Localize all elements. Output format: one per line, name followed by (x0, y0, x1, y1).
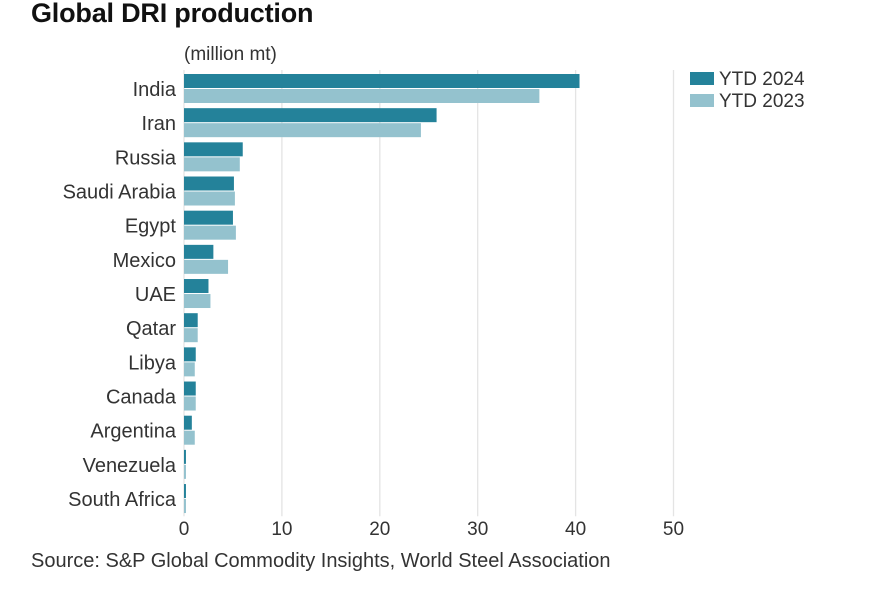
category-label: India (133, 79, 177, 101)
legend-label: YTD 2024 (719, 69, 805, 90)
category-label: South Africa (68, 489, 177, 511)
bar-ytd-2023 (184, 157, 240, 172)
category-label: Argentina (90, 421, 176, 443)
bar-ytd-2023 (184, 396, 196, 411)
x-tick-label: 0 (179, 519, 190, 540)
x-tick-label: 50 (663, 519, 684, 540)
bar-ytd-2023 (184, 464, 186, 479)
category-label: Qatar (126, 318, 176, 340)
bar-ytd-2024 (184, 484, 186, 499)
category-label: Russia (115, 147, 177, 169)
bar-ytd-2023 (184, 294, 211, 309)
bar-ytd-2023 (184, 362, 195, 377)
bar-ytd-2023 (184, 499, 186, 514)
legend-label: YTD 2023 (719, 91, 805, 112)
legend-swatch (690, 94, 714, 107)
bar-ytd-2024 (184, 108, 437, 123)
category-label: Saudi Arabia (63, 182, 177, 204)
bar-ytd-2023 (184, 259, 229, 274)
bar-ytd-2023 (184, 191, 235, 206)
unit-label: (million mt) (184, 44, 277, 65)
source-note: Source: S&P Global Commodity Insights, W… (31, 550, 611, 572)
category-label: Canada (106, 387, 177, 409)
category-label: Libya (128, 352, 177, 374)
x-tick-label: 40 (565, 519, 586, 540)
bars (184, 74, 580, 514)
bar-ytd-2023 (184, 430, 195, 445)
bar-ytd-2024 (184, 415, 192, 430)
x-tick-label: 30 (467, 519, 488, 540)
category-labels: India Iran Russia Saudi Arabia Egypt Mexico UA… (63, 79, 177, 511)
bar-ytd-2024 (184, 381, 196, 396)
legend-swatch (690, 72, 714, 85)
category-label: Mexico (113, 250, 176, 272)
x-tick-label: 20 (369, 519, 390, 540)
bar-ytd-2024 (184, 176, 234, 191)
bar-ytd-2024 (184, 142, 243, 157)
bar-ytd-2023 (184, 328, 198, 343)
bar-ytd-2024 (184, 210, 233, 225)
category-label: Venezuela (83, 455, 177, 477)
bar-ytd-2024 (184, 449, 186, 464)
bar-ytd-2024 (184, 313, 198, 328)
chart-title: Global DRI production (31, 0, 314, 28)
x-axis-ticks: 0 10 20 30 40 50 (179, 519, 684, 540)
bar-ytd-2023 (184, 89, 540, 103)
bar-ytd-2024 (184, 347, 196, 362)
bar-ytd-2024 (184, 279, 209, 294)
bar-ytd-2024 (184, 244, 214, 259)
bar-ytd-2023 (184, 225, 236, 240)
category-label: Iran (142, 113, 176, 135)
category-label: Egypt (125, 216, 177, 238)
x-tick-label: 10 (271, 519, 292, 540)
bar-ytd-2024 (184, 74, 580, 88)
bar-ytd-2023 (184, 123, 421, 138)
category-label: UAE (135, 284, 176, 306)
